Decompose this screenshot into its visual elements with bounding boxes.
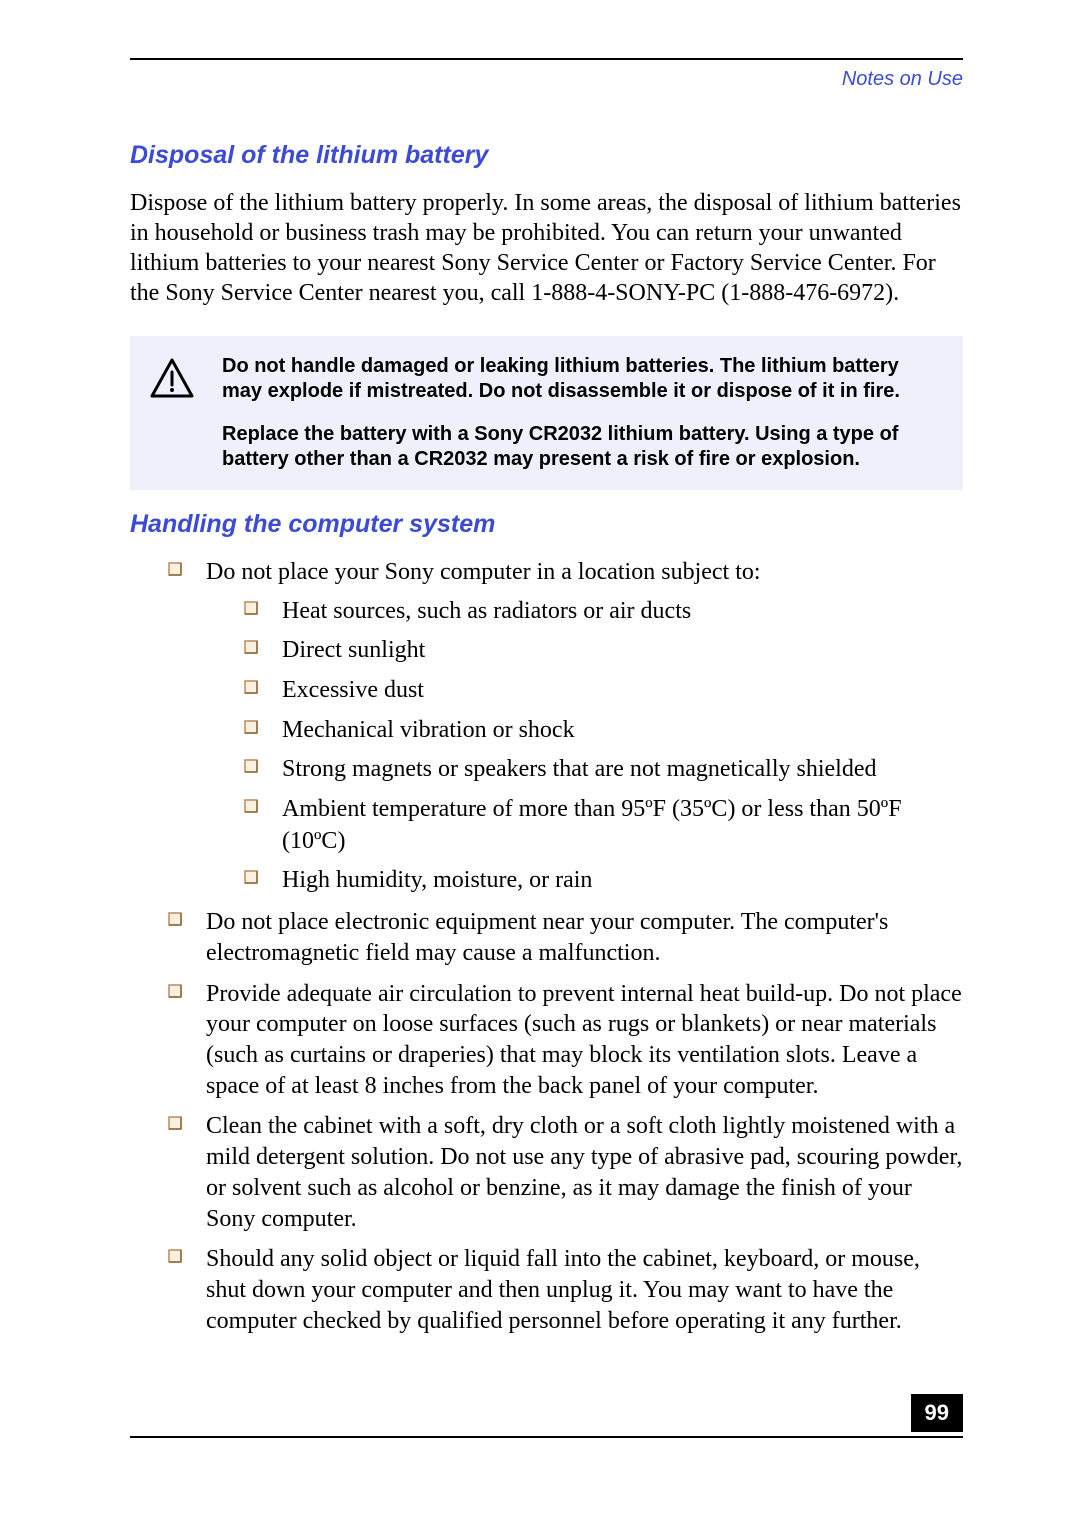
warning-content: Do not handle damaged or leaking lithium… (222, 354, 943, 472)
list-item-text: Mechanical vibration or shock (282, 717, 575, 743)
list-item: Should any solid object or liquid fall i… (168, 1244, 963, 1336)
page-content: Notes on Use Disposal of the lithium bat… (0, 0, 1080, 1336)
list-item-text: Provide adequate air circulation to prev… (206, 981, 962, 1099)
list-item-text: Clean the cabinet with a soft, dry cloth… (206, 1113, 962, 1231)
bottom-rule (130, 1436, 963, 1438)
outer-list: Do not place your Sony computer in a loc… (130, 557, 963, 1336)
list-item-text: Do not place your Sony computer in a loc… (206, 559, 761, 585)
list-item: High humidity, moisture, or rain (244, 865, 963, 897)
list-item: Excessive dust (244, 675, 963, 707)
header-label: Notes on Use (130, 68, 963, 91)
list-item-text: High humidity, moisture, or rain (282, 867, 592, 893)
page-footer: 99 (130, 1436, 963, 1438)
list-item-text: Strong magnets or speakers that are not … (282, 756, 877, 782)
warning-paragraph: Replace the battery with a Sony CR2032 l… (222, 422, 943, 472)
list-item-text: Ambient temperature of more than 95ºF (3… (282, 796, 902, 854)
warning-box: Do not handle damaged or leaking lithium… (130, 336, 963, 490)
list-item-text: Direct sunlight (282, 637, 425, 663)
list-item-text: Should any solid object or liquid fall i… (206, 1246, 920, 1333)
list-item: Strong magnets or speakers that are not … (244, 754, 963, 786)
list-item-text: Heat sources, such as radiators or air d… (282, 598, 691, 624)
section-heading-disposal: Disposal of the lithium battery (130, 141, 963, 170)
warning-icon (150, 354, 198, 472)
list-item: Do not place electronic equipment near y… (168, 907, 963, 968)
page-number: 99 (911, 1394, 963, 1432)
body-paragraph: Dispose of the lithium battery properly.… (130, 188, 963, 308)
list-item: Do not place your Sony computer in a loc… (168, 557, 963, 897)
list-item: Mechanical vibration or shock (244, 715, 963, 747)
list-item: Ambient temperature of more than 95ºF (3… (244, 794, 963, 857)
list-item: Provide adequate air circulation to prev… (168, 979, 963, 1102)
inner-list: Heat sources, such as radiators or air d… (206, 596, 963, 897)
list-item: Heat sources, such as radiators or air d… (244, 596, 963, 628)
list-item-text: Do not place electronic equipment near y… (206, 909, 888, 966)
warning-paragraph: Do not handle damaged or leaking lithium… (222, 354, 943, 404)
section-heading-handling: Handling the computer system (130, 510, 963, 539)
list-item-text: Excessive dust (282, 677, 424, 703)
list-item: Clean the cabinet with a soft, dry cloth… (168, 1111, 963, 1234)
list-item: Direct sunlight (244, 635, 963, 667)
top-rule (130, 58, 963, 60)
